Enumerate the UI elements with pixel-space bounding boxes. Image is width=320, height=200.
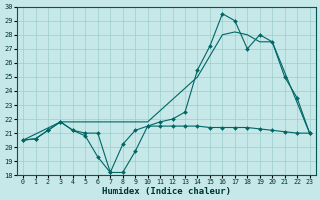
X-axis label: Humidex (Indice chaleur): Humidex (Indice chaleur) (102, 187, 231, 196)
